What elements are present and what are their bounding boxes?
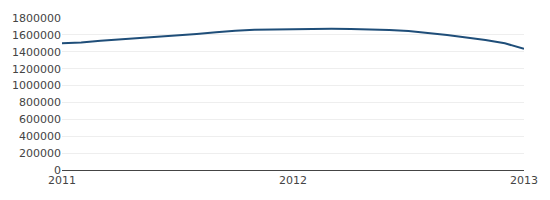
svg-text:1000000: 1000000 [12, 79, 61, 92]
svg-text:1200000: 1200000 [12, 63, 61, 76]
svg-text:2012: 2012 [279, 174, 307, 187]
svg-text:800000: 800000 [19, 96, 61, 109]
svg-text:1800000: 1800000 [12, 12, 61, 25]
svg-text:1400000: 1400000 [12, 46, 61, 59]
svg-text:2011: 2011 [48, 174, 76, 187]
svg-text:0: 0 [54, 164, 61, 177]
svg-text:200000: 200000 [19, 147, 61, 160]
svg-text:600000: 600000 [19, 113, 61, 126]
svg-text:2013: 2013 [510, 174, 538, 187]
svg-text:400000: 400000 [19, 130, 61, 143]
svg-text:1600000: 1600000 [12, 29, 61, 42]
